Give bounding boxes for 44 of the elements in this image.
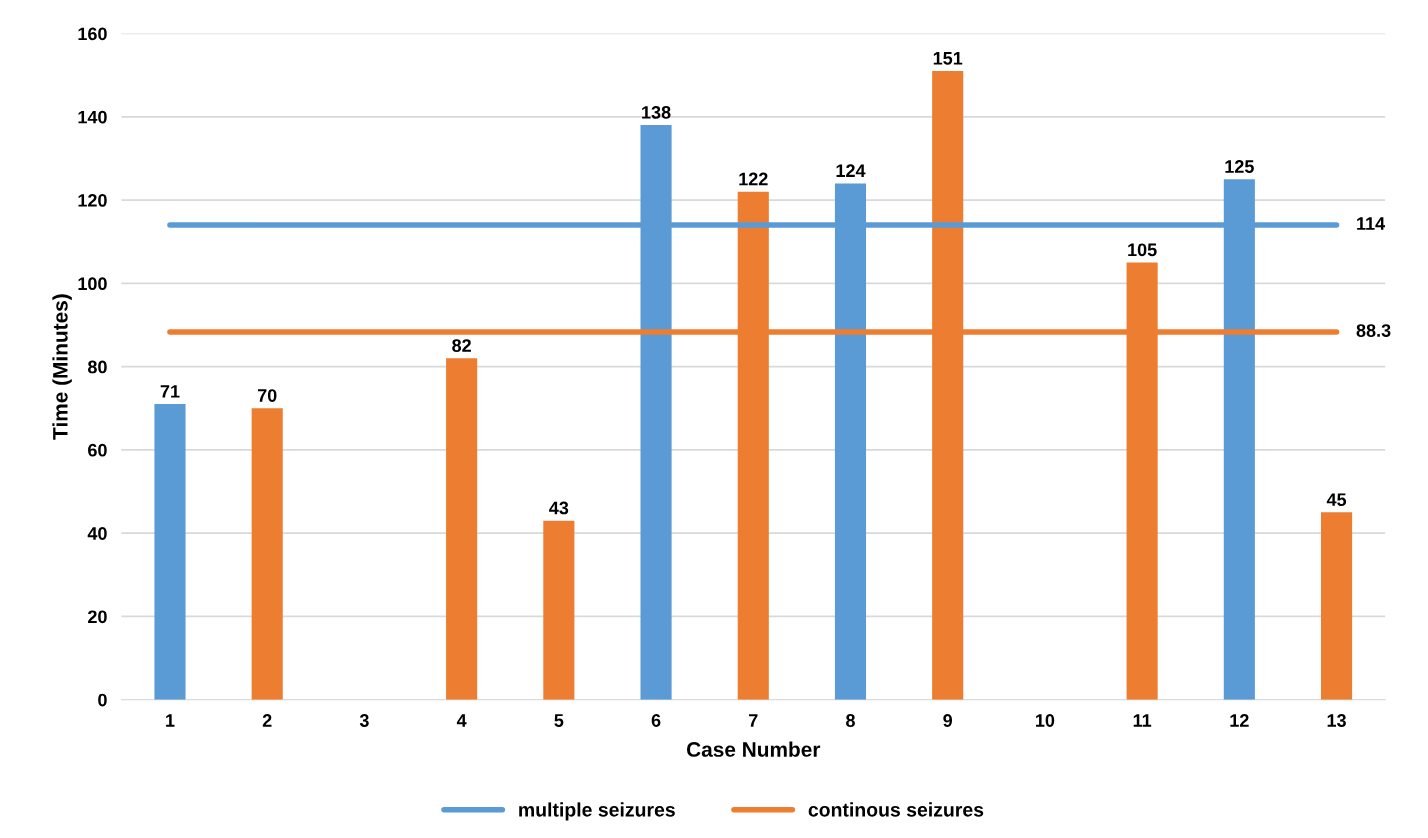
data-label: 43 [549,501,569,515]
data-label: 124 [836,164,866,177]
legend-label: multiple seizures [519,802,675,821]
x-tick-label: 13 [1327,714,1346,727]
y-tick-label: 120 [78,194,107,207]
x-tick-label: 8 [846,714,855,727]
bar [543,520,575,700]
legend-label: continous seizures [808,802,984,817]
y-axis-title: Time (Minutes) [52,294,72,440]
x-tick-label: 6 [651,714,661,727]
ref-line-label: 88.3 [1356,324,1391,337]
y-tick-label: 140 [78,110,107,124]
bar [1321,512,1353,700]
data-label: 70 [257,389,277,402]
data-label: 122 [739,172,768,186]
y-tick-label: 20 [88,610,107,624]
data-label: 105 [1128,243,1157,257]
x-tick-label: 3 [359,714,369,727]
data-label: 71 [160,385,180,398]
y-tick-label: 40 [87,527,107,540]
data-label: 45 [1326,493,1347,507]
x-tick-label: 12 [1230,714,1249,727]
data-label: 125 [1225,160,1254,173]
data-label: 82 [452,339,471,352]
y-tick-label: 100 [78,277,107,291]
x-tick-label: 9 [943,714,953,727]
x-tick-label: 7 [749,714,758,727]
y-tick-label: 80 [87,360,107,374]
x-tick-label: 2 [262,714,272,727]
x-tick-label: 10 [1036,714,1055,727]
y-tick-label: 60 [88,443,107,457]
data-label: 138 [642,105,671,119]
bar [446,358,478,700]
x-tick-label: 1 [166,714,175,727]
y-tick-label: 0 [98,693,107,707]
x-tick-label: 11 [1133,714,1152,727]
data-label: 151 [933,52,963,65]
y-tick-label: 160 [78,27,107,41]
x-tick-label: 4 [456,714,467,727]
bar [251,408,283,700]
x-tick-label: 5 [554,714,564,727]
x-axis-title: Case Number [686,741,821,757]
bar [154,404,186,700]
ref-line-label: 114 [1357,217,1386,230]
